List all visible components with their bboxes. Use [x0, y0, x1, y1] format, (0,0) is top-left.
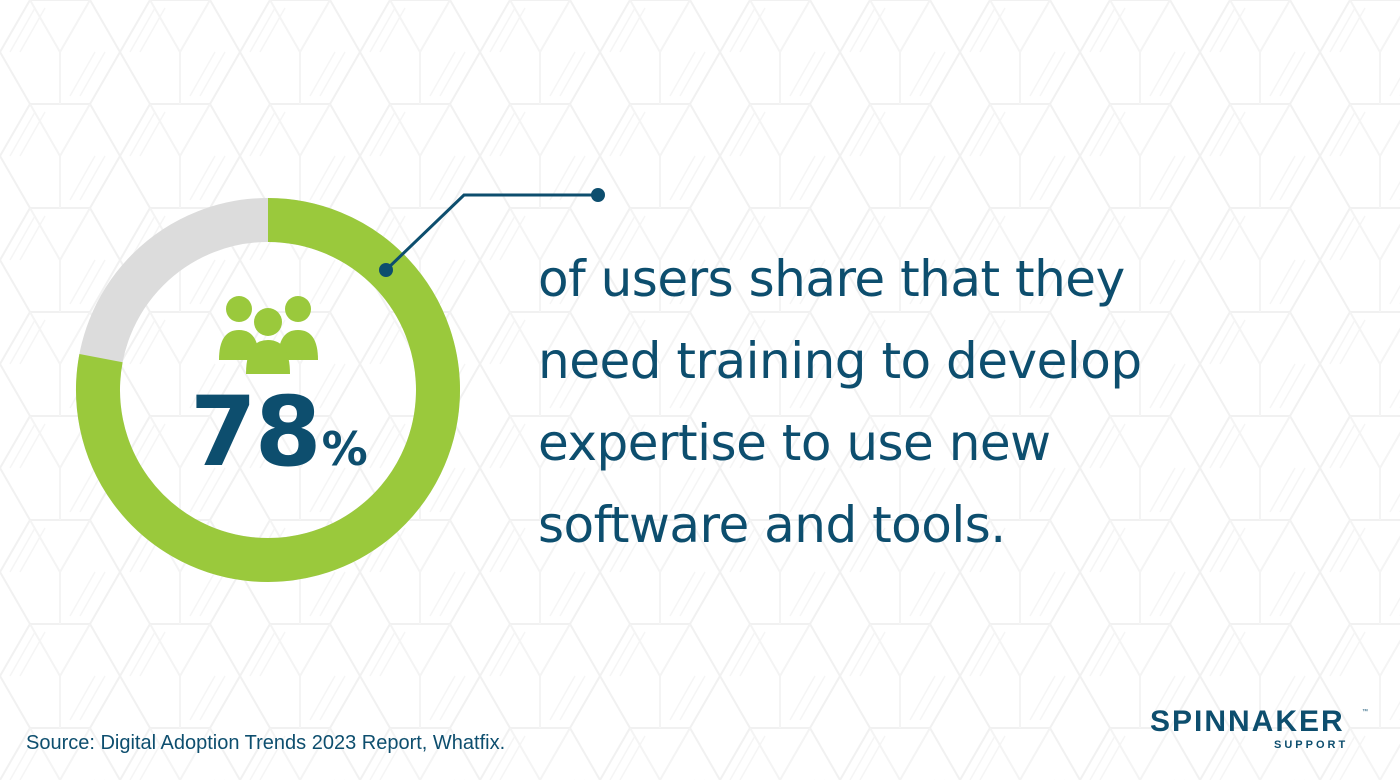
connector-dot-end	[591, 188, 605, 202]
headline-line-4: software and tools.	[538, 496, 1006, 554]
source-citation: Source: Digital Adoption Trends 2023 Rep…	[26, 732, 506, 754]
connector-dot-start	[379, 263, 393, 277]
stat-number: 78	[190, 376, 322, 488]
connector-line	[384, 193, 598, 272]
users-group-icon	[219, 296, 318, 374]
logo-brand: SPINNAKER	[1150, 705, 1345, 738]
stat-value: 78%	[190, 382, 380, 482]
headline-line-1: of users share that they	[538, 250, 1125, 308]
stat-symbol: %	[321, 422, 368, 476]
headline-line-2: need training to develop	[538, 332, 1142, 390]
spinnaker-logo: SPINNAKER ™ SUPPORT	[1150, 705, 1380, 755]
logo-sub: SUPPORT	[1274, 739, 1349, 751]
headline: of users share that they need training t…	[538, 238, 1378, 566]
logo-trademark: ™	[1362, 709, 1368, 715]
headline-line-3: expertise to use new	[538, 414, 1051, 472]
